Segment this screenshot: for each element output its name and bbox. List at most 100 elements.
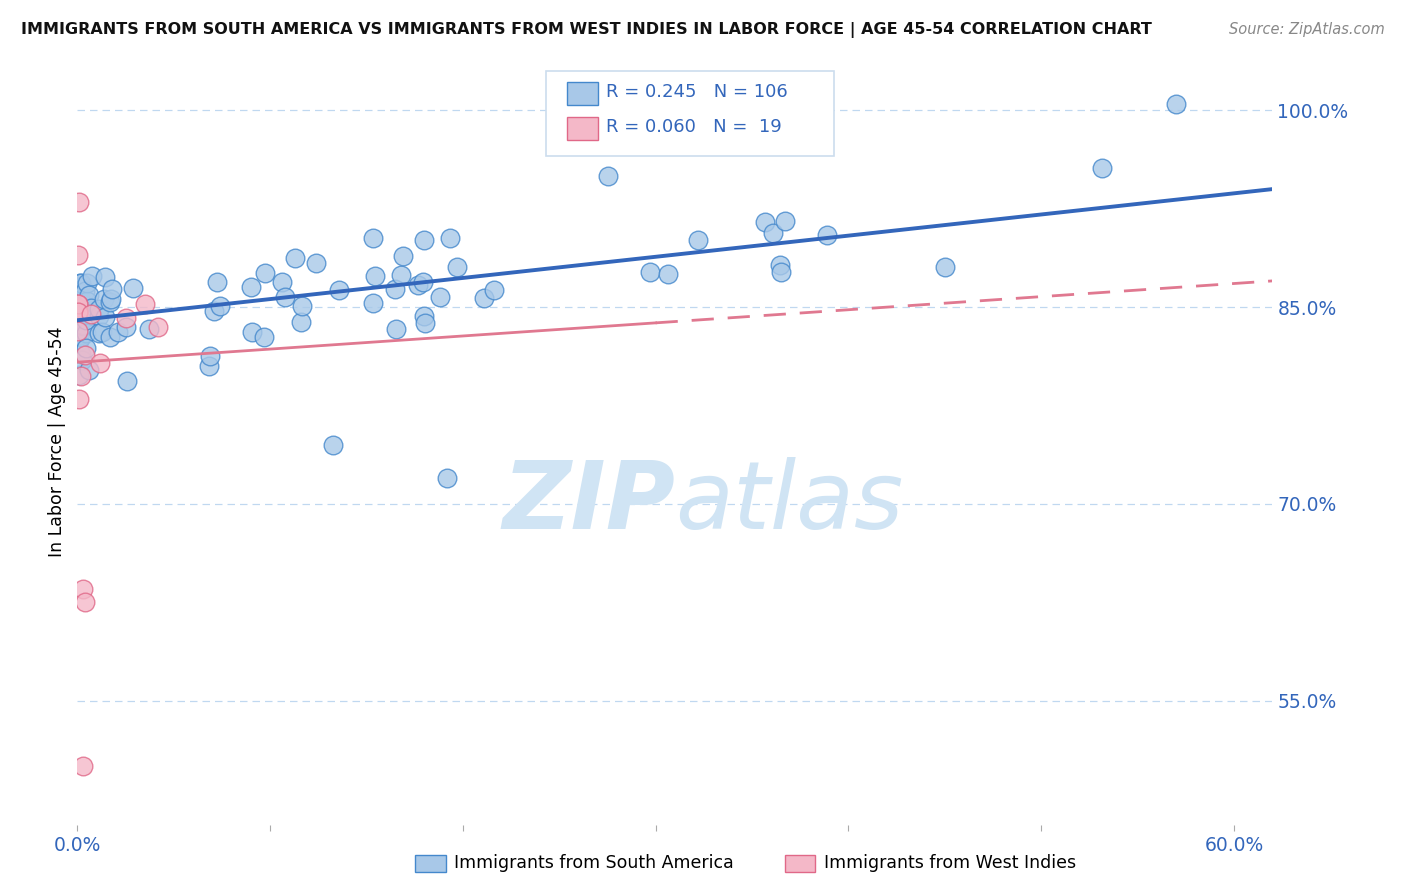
Point [67,312,90,326]
Point [75,284,97,298]
Point [429,290,451,304]
Point [413,309,436,323]
Point [253,266,276,280]
Point [67,280,90,294]
Point [98,330,121,344]
Point [67,285,90,299]
Point [290,315,312,329]
Text: Immigrants from West Indies: Immigrants from West Indies [824,855,1076,872]
Point [67,297,90,311]
Point [413,233,436,247]
Point [67,334,90,349]
Point [75,326,97,340]
Point [67,301,90,316]
Point [67,317,90,331]
Point [67,293,90,307]
Point [93,310,115,325]
Point [70,330,93,344]
Point [122,281,145,295]
Point [134,296,156,310]
Point [70,346,93,360]
Point [688,233,710,247]
Point [67,293,90,308]
Point [209,299,232,313]
Point [76,276,98,290]
Point [148,320,170,334]
Point [67,195,90,210]
Point [436,470,458,484]
Point [89,356,111,370]
Point [69,276,91,290]
Point [72,318,94,332]
Point [70,292,93,306]
Point [70,316,93,330]
Point [775,214,797,228]
Point [75,312,97,326]
Point [70,312,93,326]
Point [240,325,263,339]
Point [73,595,96,609]
Point [67,292,90,306]
Point [384,282,406,296]
Point [70,276,93,290]
Point [70,369,93,384]
Point [598,169,620,184]
Point [94,269,117,284]
Point [67,314,90,328]
Point [79,363,101,377]
Point [67,301,90,315]
Point [638,265,661,279]
Point [114,311,136,326]
Point [815,228,838,243]
Point [90,325,112,339]
Point [72,759,94,773]
Point [657,267,679,281]
Point [934,260,956,275]
Point [67,279,90,293]
Point [76,294,98,309]
Point [389,268,412,283]
Point [322,438,344,452]
Point [138,322,160,336]
Point [77,288,100,302]
Point [72,318,94,332]
Point [284,251,307,265]
Point [413,316,436,330]
Point [80,307,103,321]
Point [769,265,792,279]
Point [67,248,90,262]
Point [274,290,297,304]
Point [270,276,292,290]
Point [107,325,129,339]
Point [200,349,222,363]
Point [364,269,387,284]
Point [762,227,785,241]
Point [67,343,90,357]
Text: atlas: atlas [675,458,903,549]
Point [305,256,328,270]
Point [754,215,776,229]
Point [75,341,97,355]
Point [482,283,505,297]
Point [100,292,122,306]
Text: ZIP: ZIP [502,457,675,549]
Point [72,300,94,314]
Point [75,310,97,325]
Point [198,359,221,374]
Point [72,582,94,596]
Point [67,304,90,318]
Point [412,275,434,289]
Point [87,301,110,316]
Point [205,275,228,289]
Text: R = 0.060   N =  19: R = 0.060 N = 19 [606,118,782,136]
Point [1091,161,1114,175]
Point [114,320,136,334]
Point [474,291,496,305]
Point [67,305,90,319]
Point [67,324,90,338]
Point [253,330,276,344]
Point [439,231,461,245]
Point [79,301,101,315]
Point [67,323,90,337]
Point [202,304,225,318]
